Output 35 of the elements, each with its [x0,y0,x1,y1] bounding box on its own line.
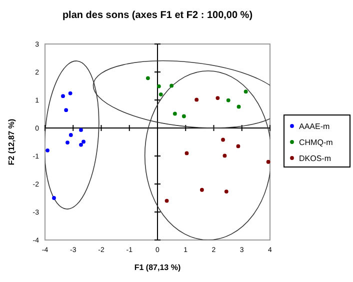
point [194,98,199,102]
x-axis-title: F1 (87,13 %) [134,263,181,272]
legend-label: DKOS-m [299,154,332,163]
point [46,148,50,152]
point [244,90,248,94]
point [184,151,189,156]
point [61,94,65,98]
y-axis-title: F2 (12,87 %) [7,118,16,166]
point [146,76,150,80]
point [68,133,73,137]
legend-label: CHMQ-m [299,138,334,147]
legend-label: AAAE-m [299,122,330,131]
point [222,154,227,158]
point [164,198,169,203]
point [226,98,230,102]
point [66,140,70,145]
point [156,84,161,88]
point [82,140,86,144]
point [79,128,83,132]
point [236,144,240,148]
point [52,196,56,200]
point [79,142,83,147]
point [68,91,72,96]
point [221,138,225,142]
point [266,160,270,164]
point [64,108,68,112]
point [172,112,177,116]
point [182,114,186,118]
point [158,92,163,96]
chart-title: plan des sons (axes F1 et F2 : 100,00 %) [62,10,253,21]
point [170,84,174,88]
point [224,190,228,194]
point [236,104,241,109]
point [200,188,204,192]
point [216,96,220,100]
